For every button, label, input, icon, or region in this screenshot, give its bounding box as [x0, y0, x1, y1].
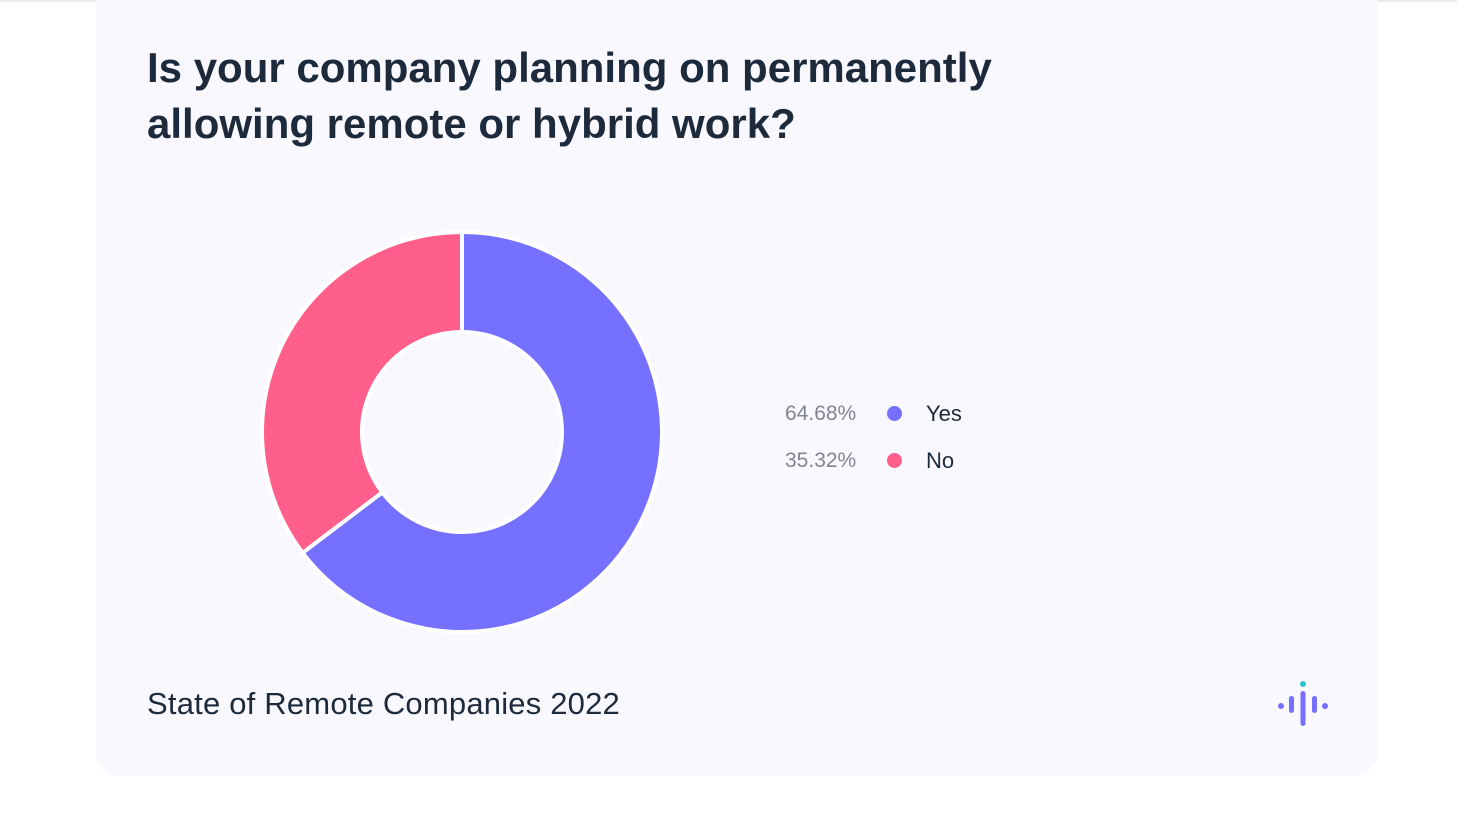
legend-item-yes[interactable]: 64.68% Yes: [785, 390, 1045, 437]
audio-wave-logo-icon: [1278, 681, 1328, 726]
donut-slice-no[interactable]: [260, 229, 464, 556]
legend-dot-no: [887, 453, 902, 468]
chart-legend: 64.68% Yes 35.32% No: [785, 390, 1045, 484]
legend-value-yes: 64.68%: [785, 401, 857, 425]
legend-value-no: 35.32%: [785, 448, 857, 472]
legend-dot-yes: [887, 406, 902, 421]
source-caption: State of Remote Companies 2022: [147, 686, 620, 721]
chart-title: Is your company planning on permanently …: [147, 44, 992, 147]
donut-chart: [260, 229, 664, 634]
donut-slices: [260, 229, 664, 634]
legend-label-yes: Yes: [926, 400, 962, 426]
donut-slice-yes[interactable]: [299, 229, 664, 634]
legend-item-no[interactable]: 35.32% No: [785, 437, 1045, 484]
legend-label-no: No: [926, 447, 955, 473]
